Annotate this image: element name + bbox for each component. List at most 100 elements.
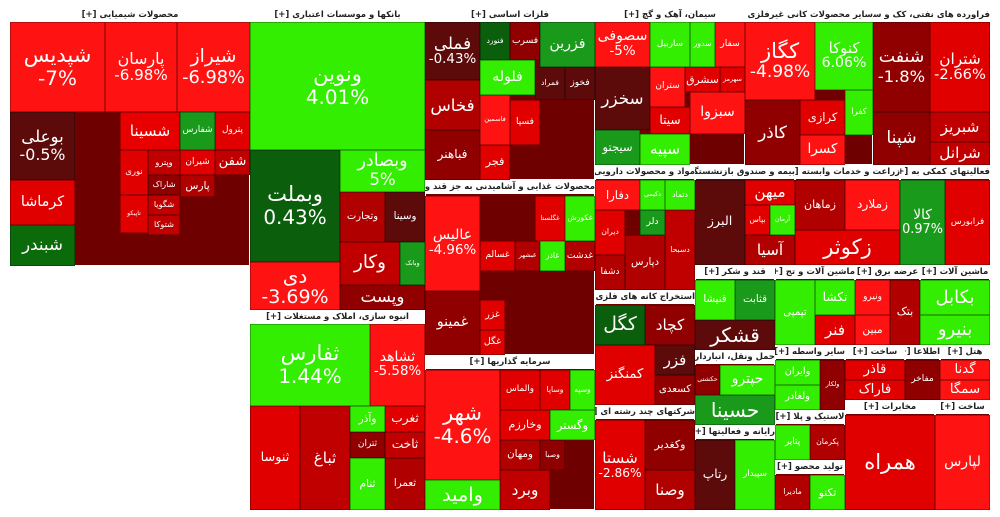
stock-tile[interactable]: پکرمان bbox=[810, 425, 845, 460]
stock-tile[interactable]: تاپیکو bbox=[120, 195, 148, 233]
stock-tile[interactable]: سهرمز bbox=[720, 67, 745, 92]
stock-tile[interactable]: سفار bbox=[715, 22, 745, 67]
stock-tile[interactable]: کگل bbox=[595, 305, 645, 345]
stock-tile[interactable]: کاذر bbox=[745, 100, 800, 165]
stock-tile[interactable]: ثعمرا bbox=[385, 458, 425, 510]
stock-tile[interactable]: ونوین 4.01% bbox=[250, 22, 425, 150]
stock-tile[interactable]: فجر bbox=[480, 145, 510, 180]
stock-tile[interactable]: فزرین bbox=[540, 22, 595, 67]
stock-tile[interactable]: غزر bbox=[480, 300, 505, 330]
stock-tile[interactable]: شیران bbox=[180, 150, 215, 175]
stock-tile[interactable]: شهر -4.6% bbox=[425, 370, 500, 480]
stock-tile[interactable]: پتایر bbox=[775, 425, 810, 460]
stock-tile[interactable]: والماس bbox=[500, 370, 540, 410]
stock-tile[interactable]: مبین bbox=[855, 315, 890, 345]
stock-tile[interactable]: کرماشا bbox=[10, 180, 75, 225]
stock-tile[interactable]: شاراک bbox=[148, 175, 180, 195]
stock-tile[interactable]: وکار bbox=[340, 242, 400, 285]
stock-tile[interactable]: سمگا bbox=[940, 380, 990, 400]
stock-tile[interactable]: همراه bbox=[845, 415, 935, 510]
stock-tile[interactable]: پارسان -6.98% bbox=[105, 22, 177, 112]
stock-tile[interactable]: غبشهر bbox=[515, 241, 540, 271]
stock-tile[interactable]: وخارزم bbox=[500, 410, 550, 440]
stock-tile[interactable]: وکغدیر bbox=[645, 420, 695, 470]
stock-tile[interactable]: دشفا bbox=[595, 255, 625, 290]
stock-tile[interactable]: فملی -0.43% bbox=[425, 22, 480, 80]
stock-tile[interactable]: شتران -2.66% bbox=[930, 22, 990, 112]
stock-tile[interactable]: رتاپ bbox=[695, 440, 735, 510]
stock-tile[interactable]: شستا -2.86% bbox=[595, 420, 645, 510]
stock-tile[interactable]: ثاخت bbox=[385, 432, 425, 458]
stock-tile[interactable]: کگاز -4.98% bbox=[745, 22, 815, 100]
stock-tile[interactable]: کرازی bbox=[800, 100, 845, 135]
stock-tile[interactable]: فخوز bbox=[565, 67, 595, 100]
stock-tile[interactable]: ثغرب bbox=[385, 406, 425, 432]
stock-tile[interactable]: سصوفی -5% bbox=[595, 22, 650, 67]
stock-tile[interactable]: سیتا bbox=[650, 107, 690, 134]
stock-tile[interactable]: فخاس bbox=[425, 80, 480, 130]
stock-tile[interactable]: وساپا bbox=[540, 370, 570, 410]
stock-tile[interactable]: شنفت -1.8% bbox=[873, 22, 930, 112]
stock-tile[interactable]: شفن bbox=[215, 150, 250, 175]
stock-tile[interactable]: شیراز -6.98% bbox=[177, 22, 250, 112]
stock-tile[interactable]: وپترو bbox=[148, 150, 180, 175]
stock-tile[interactable]: شفارس bbox=[180, 112, 215, 150]
stock-tile[interactable]: تکشا bbox=[815, 280, 855, 315]
stock-tile[interactable]: فمراد bbox=[535, 67, 565, 100]
stock-tile[interactable]: وامید bbox=[425, 480, 500, 510]
stock-tile[interactable]: وایران bbox=[775, 360, 820, 385]
stock-tile[interactable]: وبصادر 5% bbox=[340, 150, 425, 192]
stock-tile[interactable]: غدشت bbox=[565, 241, 595, 271]
stock-tile[interactable]: زکوثر bbox=[795, 230, 900, 265]
stock-tile[interactable]: کالا 0.97% bbox=[900, 180, 945, 265]
stock-tile[interactable]: دپارس bbox=[625, 235, 665, 290]
stock-tile[interactable]: گدنا bbox=[940, 360, 990, 380]
stock-tile[interactable]: شرانل bbox=[930, 142, 990, 165]
stock-tile[interactable]: بپاس bbox=[745, 205, 770, 235]
stock-tile[interactable]: وگستر bbox=[550, 410, 595, 440]
stock-tile[interactable]: فنر bbox=[815, 315, 855, 345]
stock-tile[interactable]: عالیس -4.96% bbox=[425, 196, 480, 291]
stock-tile[interactable]: فباهنر bbox=[425, 130, 480, 180]
stock-tile[interactable]: ثنوسا bbox=[250, 406, 300, 510]
stock-tile[interactable]: سپیدار bbox=[735, 440, 775, 510]
stock-tile[interactable]: شسینا bbox=[120, 112, 180, 150]
stock-tile[interactable]: بوعلی -0.5% bbox=[10, 112, 75, 180]
stock-tile[interactable]: بنیرو bbox=[920, 315, 990, 345]
stock-tile[interactable]: تکنو bbox=[810, 475, 845, 510]
stock-tile[interactable]: قثابت bbox=[735, 280, 775, 320]
stock-tile[interactable]: فزر bbox=[655, 345, 695, 375]
stock-tile[interactable]: نوری bbox=[120, 150, 148, 195]
stock-tile[interactable]: تپمپی bbox=[775, 280, 815, 345]
stock-tile[interactable]: ثنام bbox=[350, 458, 385, 510]
stock-tile[interactable]: وسینا bbox=[385, 192, 425, 242]
stock-tile[interactable]: فسپا bbox=[510, 100, 540, 145]
stock-tile[interactable]: غکورش bbox=[565, 196, 595, 241]
stock-tile[interactable]: وپست bbox=[340, 285, 425, 310]
stock-tile[interactable]: وبانک bbox=[400, 242, 425, 285]
stock-tile[interactable]: غاذر bbox=[540, 241, 565, 271]
stock-tile[interactable]: سیجتو bbox=[595, 130, 640, 165]
stock-tile[interactable]: ستران bbox=[650, 67, 685, 107]
stock-tile[interactable]: شبریز bbox=[930, 112, 990, 142]
stock-tile[interactable]: غگل bbox=[480, 330, 505, 355]
stock-tile[interactable]: کسعدی bbox=[655, 375, 695, 405]
stock-tile[interactable]: دکیمی bbox=[640, 180, 665, 210]
stock-tile[interactable]: بکابل bbox=[920, 280, 990, 315]
stock-tile[interactable]: ثتران bbox=[350, 432, 385, 458]
stock-tile[interactable]: فرابورس bbox=[945, 180, 990, 265]
stock-tile[interactable]: دفارا bbox=[595, 180, 640, 210]
stock-tile[interactable]: فسرب bbox=[510, 22, 540, 60]
stock-tile[interactable]: ونیرو bbox=[855, 280, 890, 315]
stock-tile[interactable]: پترول bbox=[215, 112, 250, 150]
stock-tile[interactable]: شتوکا bbox=[148, 215, 180, 235]
stock-tile[interactable]: شبندر bbox=[10, 225, 75, 266]
stock-tile[interactable]: دتماد bbox=[665, 180, 695, 210]
stock-tile[interactable]: شپنا bbox=[873, 112, 930, 165]
stock-tile[interactable]: وصبا bbox=[540, 440, 565, 470]
stock-tile[interactable]: آرمان bbox=[770, 205, 795, 235]
stock-tile[interactable]: کفرا bbox=[845, 90, 873, 135]
stock-tile[interactable]: سدور bbox=[690, 22, 715, 67]
stock-tile[interactable]: حپترو bbox=[720, 365, 775, 395]
stock-tile[interactable]: فلوله bbox=[480, 60, 535, 95]
